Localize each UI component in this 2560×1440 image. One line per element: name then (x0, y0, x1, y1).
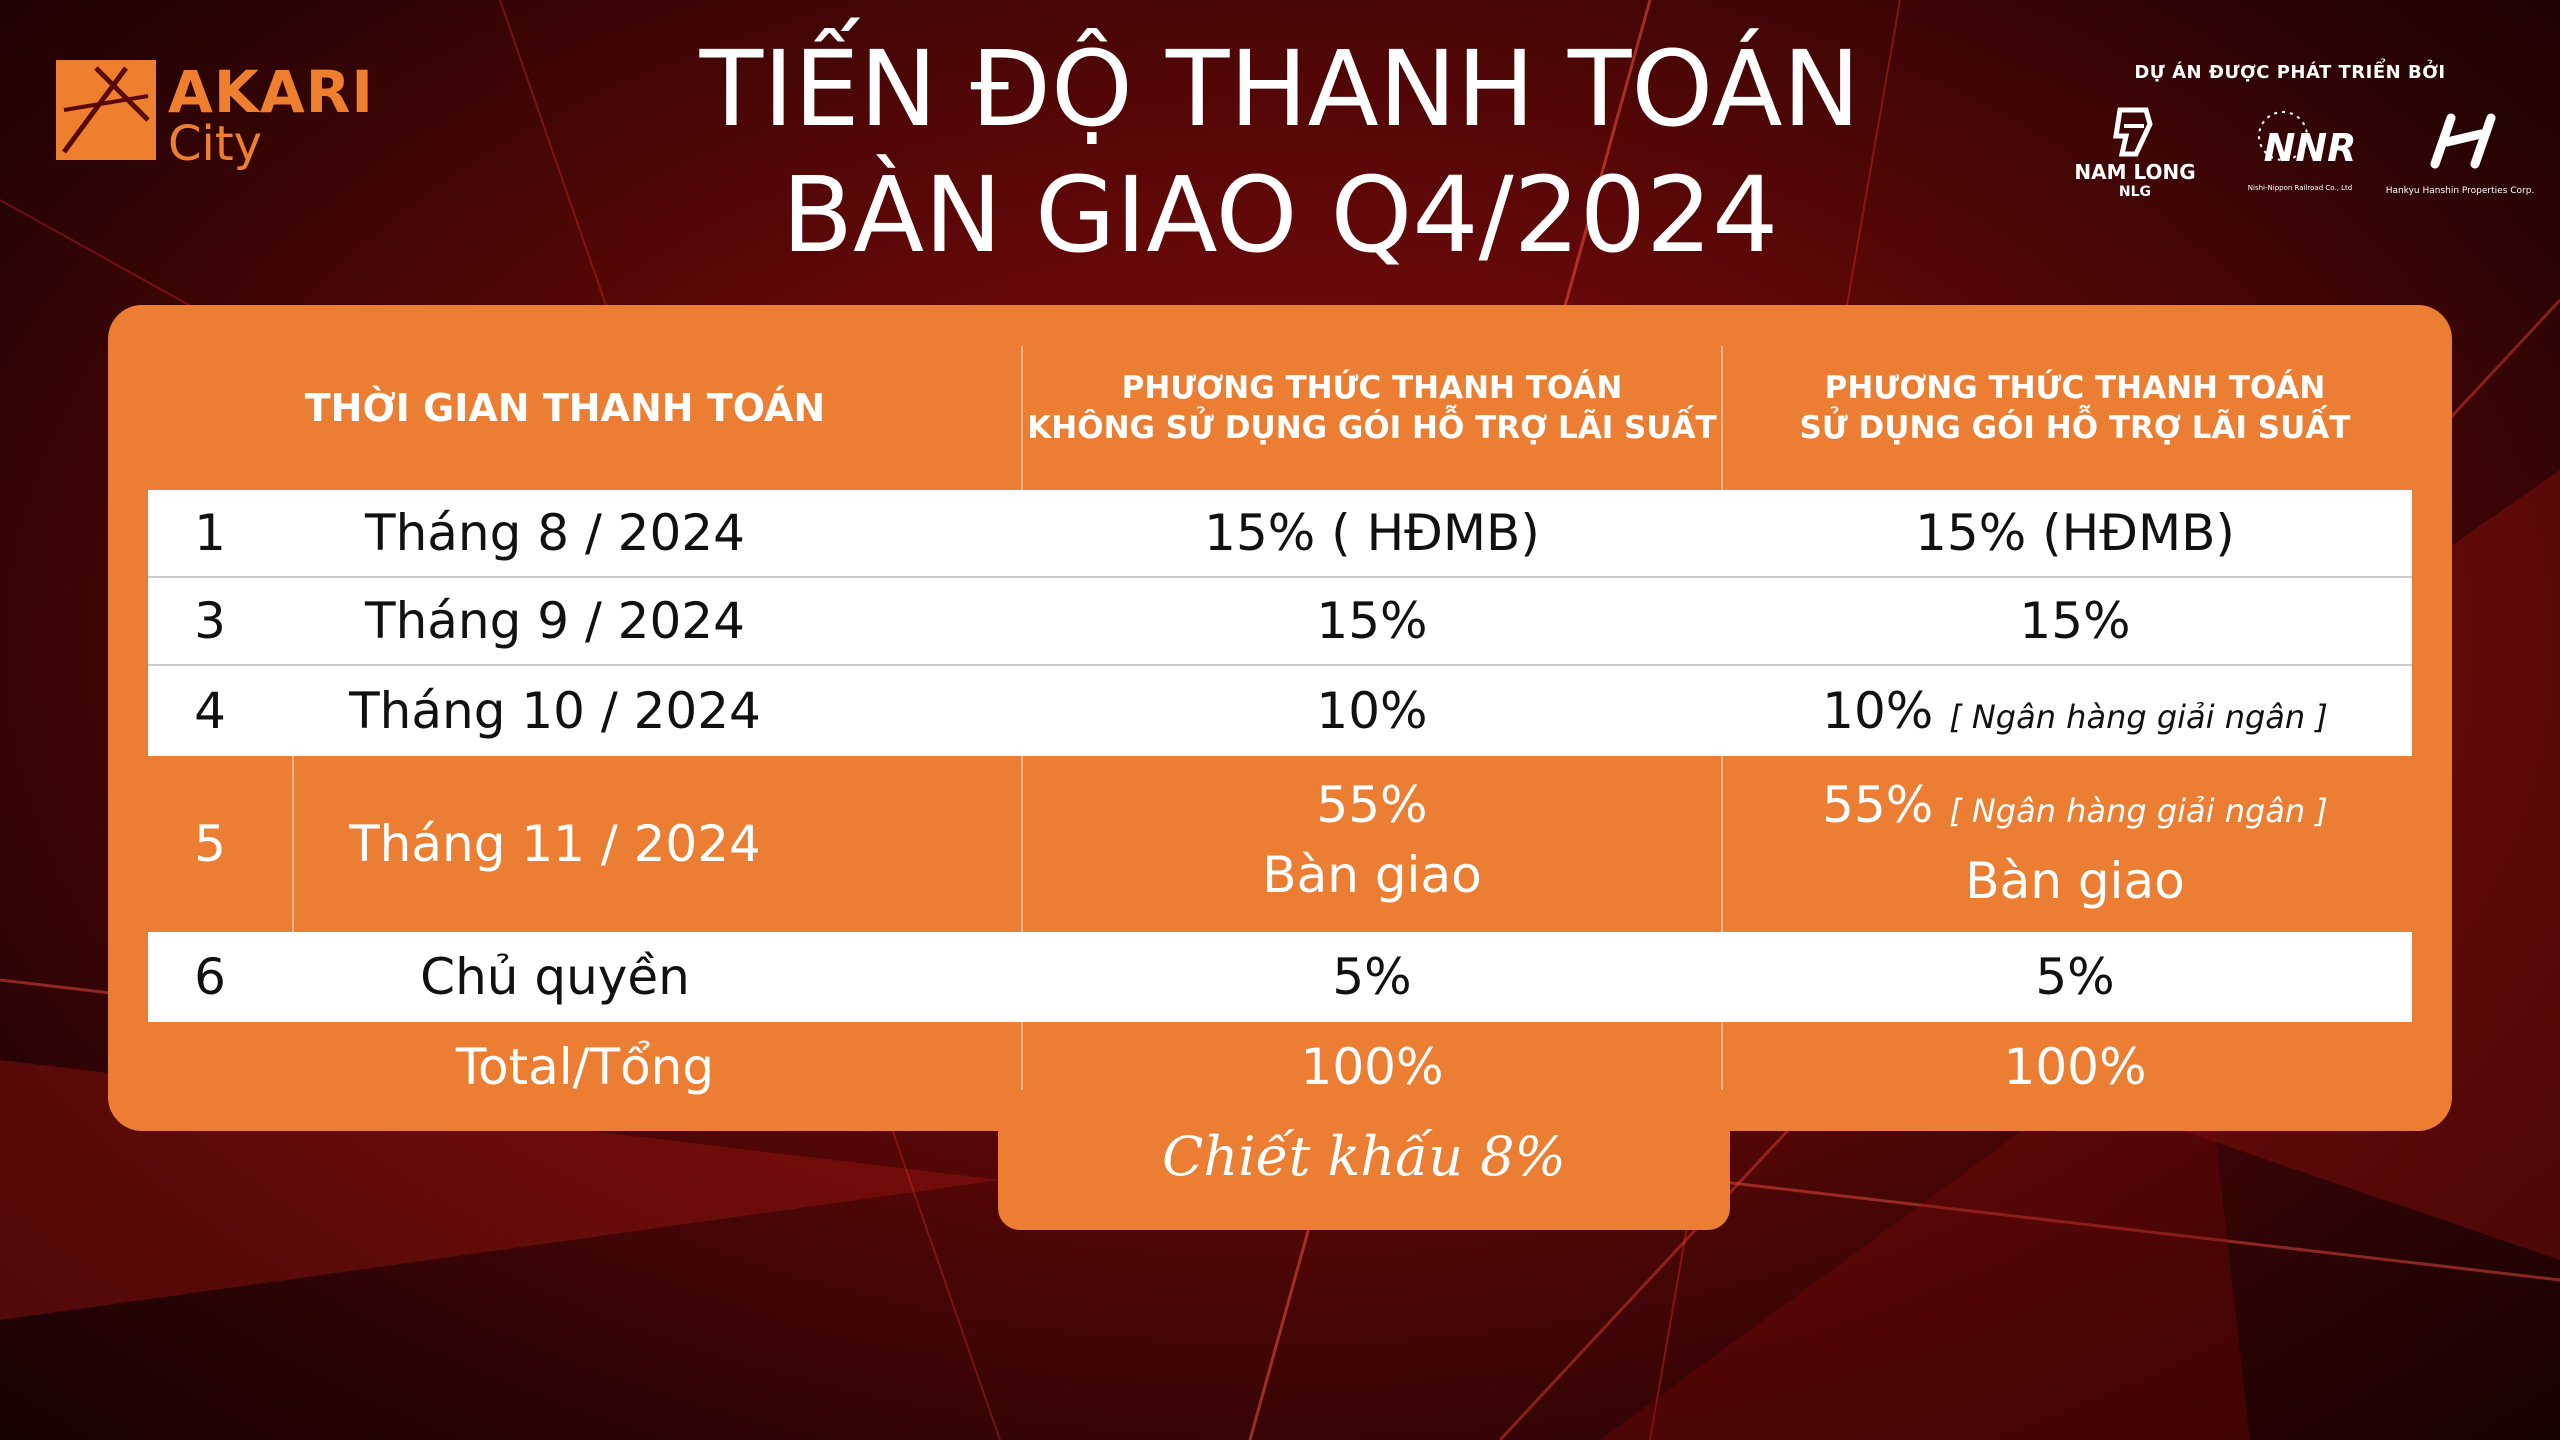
partner-name: NAM LONG (2074, 160, 2196, 184)
row-method-support-line1: 55% [ Ngân hàng giải ngân ] (1722, 770, 2428, 846)
row-method-support-value: 55% (1822, 776, 1934, 834)
table-row: 5 Tháng 11 / 2024 55% Bàn giao 55% [ Ngâ… (148, 756, 2412, 932)
hankyu-hanshin-logo-icon (2430, 113, 2496, 169)
page-title-line1: TIẾN ĐỘ THANH TOÁN (699, 28, 1861, 150)
row-time: Chủ quyền (420, 948, 690, 1006)
discount-tab (998, 1100, 1730, 1230)
partner-name: NNR (2263, 126, 2357, 170)
row-method-support: 55% [ Ngân hàng giải ngân ] Bàn giao (1722, 770, 2428, 916)
row-method-no-support: 10% (1316, 682, 1428, 740)
row-time: Tháng 9 / 2024 (365, 592, 745, 650)
header-time: THỜI GIAN THANH TOÁN (304, 386, 826, 430)
developer-partners: DỰ ÁN ĐƯỢC PHÁT TRIỂN BỞI NAM LONG NLG N… (2040, 56, 2540, 206)
row-time: Tháng 11 / 2024 (349, 815, 761, 873)
partner-nnr: NNR Nishi-Nippon Railroad Co., Ltd (2225, 104, 2375, 204)
total-method-no-support: 100% (1300, 1038, 1444, 1096)
partner-hankyu: Hankyu Hanshin Properties Corp. (2385, 104, 2535, 204)
row-method-support-value: 10% (1822, 682, 1934, 740)
table-row: 3 Tháng 9 / 2024 15% 15% (148, 578, 2412, 666)
row-method-support: 5% (2035, 948, 2115, 1006)
header-method-no-support: PHƯƠNG THỨC THANH TOÁN KHÔNG SỬ DỤNG GÓI… (1022, 368, 1722, 448)
row-method-no-support: 5% (1332, 948, 1412, 1006)
total-label: Total/Tổng (455, 1038, 715, 1096)
row-method-no-support-value: 55% (1316, 776, 1428, 834)
akari-logo-icon (56, 60, 156, 160)
row-number: 5 (194, 815, 226, 873)
discount-text: Chiết khấu 8% (1162, 1125, 1566, 1188)
header-method-support-line1: PHƯƠNG THỨC THANH TOÁN (1824, 370, 2326, 406)
column-divider (292, 756, 294, 932)
header-method-no-support-line2: KHÔNG SỬ DỤNG GÓI HỖ TRỢ LÃI SUẤT (1027, 410, 1717, 446)
table-row: 4 Tháng 10 / 2024 10% 10% [ Ngân hàng gi… (148, 666, 2412, 756)
row-number: 4 (194, 682, 226, 740)
total-row: Total/Tổng 100% 100% (148, 1022, 2412, 1112)
header-method-no-support-line1: PHƯƠNG THỨC THANH TOÁN (1121, 370, 1623, 406)
bank-disbursement-note: [ Ngân hàng giải ngân ] (1949, 792, 2328, 830)
row-method-no-support: 15% (1316, 592, 1428, 650)
partner-sub: NLG (2118, 184, 2152, 200)
handover-label: Bàn giao (1262, 846, 1482, 904)
header-method-support: PHƯƠNG THỨC THANH TOÁN SỬ DỤNG GÓI HỖ TR… (1722, 368, 2428, 448)
row-method-support: 15% (2019, 592, 2131, 650)
table-row: 1 Tháng 8 / 2024 15% ( HĐMB) 15% (HĐMB) (148, 490, 2412, 578)
row-time: Tháng 10 / 2024 (349, 682, 761, 740)
total-method-support: 100% (2003, 1038, 2147, 1096)
brand-sub: City (168, 116, 263, 172)
header-method-support-line2: SỬ DỤNG GÓI HỖ TRỢ LÃI SUẤT (1799, 410, 2351, 446)
bank-disbursement-note: [ Ngân hàng giải ngân ] (1949, 698, 2328, 736)
akari-city-logo: AKARI City (56, 58, 376, 172)
table-row: 6 Chủ quyền 5% 5% (148, 932, 2412, 1022)
brand-name: AKARI (168, 58, 374, 126)
row-method-support: 15% (HĐMB) (1915, 504, 2235, 562)
row-method-no-support: 55% Bàn giao (1022, 770, 1722, 910)
handover-label: Bàn giao (1965, 852, 2185, 910)
partners-caption: DỰ ÁN ĐƯỢC PHÁT TRIỂN BỞI (2134, 62, 2446, 83)
nam-long-logo-icon (2113, 107, 2153, 157)
partner-sub: Nishi-Nippon Railroad Co., Ltd (2247, 184, 2353, 192)
partner-nam-long: NAM LONG NLG (2060, 104, 2210, 204)
partner-sub: Hankyu Hanshin Properties Corp. (2385, 186, 2535, 196)
row-time: Tháng 8 / 2024 (365, 504, 745, 562)
page-title-line2: BÀN GIAO Q4/2024 (781, 154, 1779, 276)
row-number: 6 (194, 948, 226, 1006)
row-number: 1 (194, 504, 226, 562)
row-method-support: 10% [ Ngân hàng giải ngân ] (1722, 666, 2428, 762)
row-number: 3 (194, 592, 226, 650)
row-method-no-support: 15% ( HĐMB) (1204, 504, 1540, 562)
nnr-logo-icon (2258, 111, 2308, 161)
